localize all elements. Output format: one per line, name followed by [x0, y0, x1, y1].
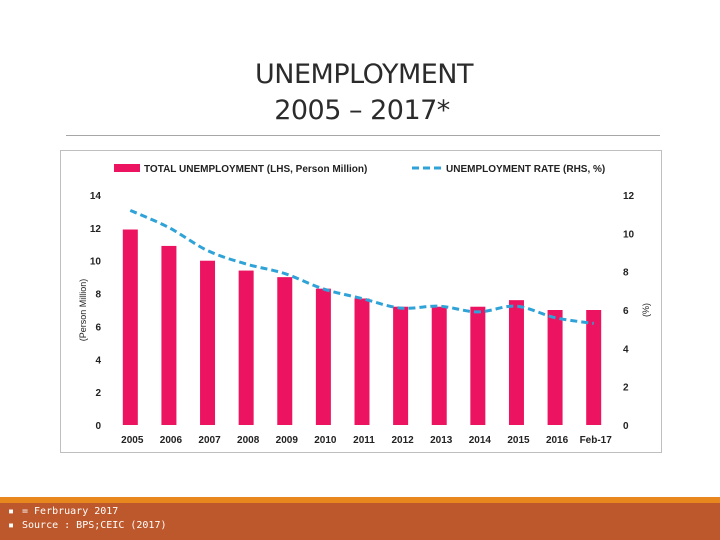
bar-2007 — [200, 260, 216, 425]
x-tick-label: 2016 — [546, 435, 569, 446]
bar-2016 — [547, 310, 563, 425]
bar-2005 — [122, 229, 138, 425]
x-tick-label: 2014 — [469, 435, 492, 446]
bar-2009 — [277, 277, 293, 425]
bar-2008 — [238, 270, 254, 425]
x-tick-label: 2007 — [198, 435, 221, 446]
bar-2011 — [354, 298, 370, 425]
bullet-icon: ▪ — [8, 506, 15, 517]
legend-label-line: UNEMPLOYMENT RATE (RHS, %) — [446, 164, 605, 175]
left-axis-title: (Person Million) — [78, 279, 88, 342]
unemployment-chart: 0 2 4 6 8 10 12 14 0 2 4 6 8 10 12 (Person Million) (%) 2… — [78, 164, 651, 446]
x-tick-label: 2013 — [430, 435, 453, 446]
bar-2010 — [315, 288, 331, 425]
bar-2006 — [161, 245, 177, 425]
footnote-1-text: = Ferbruary 2017 — [22, 506, 119, 517]
bar-2012 — [393, 306, 409, 425]
left-axis-tick-label: 0 — [95, 421, 101, 432]
legend-label-bar: TOTAL UNEMPLOYMENT (LHS, Person Million) — [144, 164, 367, 175]
left-axis-tick-label: 14 — [90, 191, 102, 202]
slide-title-line-1: UNEMPLOYMENT — [255, 59, 474, 90]
x-tick-label: 2011 — [353, 435, 375, 446]
footer-accent-stripe — [0, 497, 720, 503]
right-axis-tick-label: 6 — [623, 306, 629, 317]
right-axis-tick-label: 10 — [623, 229, 635, 240]
left-axis-tick-label: 8 — [95, 290, 101, 301]
footnote-2-text: Source : BPS;CEIC (2017) — [22, 520, 167, 531]
footnote-1: ▪ = Ferbruary 2017 — [8, 505, 118, 518]
footnote-2: ▪ Source : BPS;CEIC (2017) — [8, 519, 167, 532]
bar-2014 — [470, 306, 486, 425]
legend-swatch-bar — [114, 164, 140, 172]
bar-2015 — [508, 300, 524, 425]
x-tick-label: 2010 — [314, 435, 337, 446]
left-axis-tick-label: 6 — [95, 322, 101, 333]
left-axis-tick-label: 10 — [90, 257, 102, 268]
bar-Feb-17 — [586, 310, 602, 425]
right-axis-title: (%) — [641, 303, 651, 317]
right-axis-tick-label: 12 — [623, 191, 635, 202]
right-axis-tick-label: 2 — [623, 383, 629, 394]
x-tick-label: 2008 — [237, 435, 260, 446]
x-tick-label: 2005 — [121, 435, 144, 446]
bullet-icon: ▪ — [8, 520, 15, 531]
footer-bar — [0, 503, 720, 540]
right-axis-tick-label: 0 — [623, 421, 629, 432]
slide-title-line-2: 2005 – 2017* — [274, 95, 450, 126]
chart-frame: 0 2 4 6 8 10 12 14 0 2 4 6 8 10 12 (Person Million) (%) 2… — [60, 150, 662, 453]
right-axis-tick-label: 4 — [623, 344, 629, 355]
left-axis-tick-label: 4 — [95, 355, 101, 366]
bar-2013 — [431, 306, 447, 425]
left-axis-tick-label: 12 — [90, 224, 102, 235]
x-tick-label: Feb-17 — [580, 435, 613, 446]
title-divider — [66, 135, 660, 136]
left-axis-tick-label: 2 — [95, 388, 101, 399]
right-axis-tick-label: 8 — [623, 268, 629, 279]
x-tick-label: 2012 — [391, 435, 414, 446]
x-tick-label: 2006 — [160, 435, 183, 446]
x-tick-label: 2015 — [507, 435, 530, 446]
x-tick-label: 2009 — [276, 435, 299, 446]
